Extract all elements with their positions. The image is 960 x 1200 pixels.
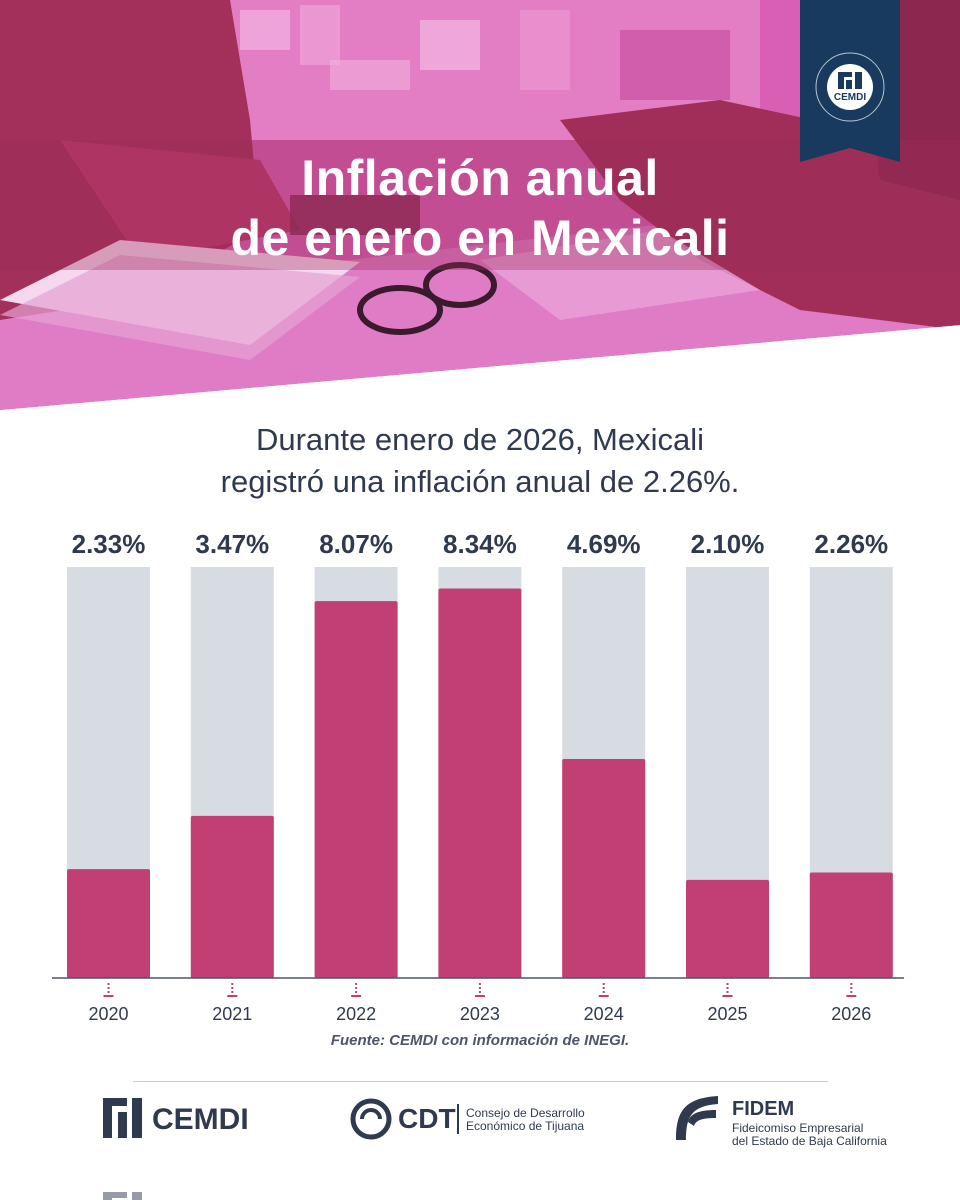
data-label-2023: 8.34%	[443, 529, 517, 559]
x-tick-label-2020: 2020	[88, 1004, 128, 1024]
data-label-2022: 8.07%	[319, 529, 393, 559]
cemdi-logo-icon-repeat	[103, 1192, 142, 1200]
header-title-line1: Inflación anual	[301, 150, 659, 206]
bar-2022	[314, 601, 398, 978]
x-tick-label-2022: 2022	[336, 1004, 376, 1024]
bar-2025	[686, 879, 769, 978]
x-tick-label-2021: 2021	[212, 1004, 252, 1024]
subtitle-line1: Durante enero de 2026, Mexicali	[255, 422, 705, 457]
cemdi-badge	[800, 0, 900, 162]
data-label-2026: 2.26%	[814, 529, 888, 559]
cdt-logo-line2: Económico de Tijuana	[466, 1119, 585, 1133]
footer-repeat-strip	[0, 1186, 960, 1200]
subtitle-line2: registró una inflación anual de 2.26%.	[220, 464, 740, 499]
fidem-logo-icon	[676, 1096, 718, 1140]
bar-2024	[562, 758, 646, 978]
cdt-logo-line1: Consejo de Desarrollo	[466, 1106, 585, 1120]
fidem-logo-line1: Fideicomiso Empresarial	[732, 1121, 864, 1135]
data-label-2024: 4.69%	[567, 529, 641, 559]
x-tick-label-2023: 2023	[460, 1004, 500, 1024]
bar-2021	[190, 815, 274, 978]
cemdi-badge-label: CEMDI	[833, 92, 867, 103]
cdt-logo-text: CDT	[398, 1103, 456, 1134]
fidem-logo-line2: del Estado de Baja California	[732, 1134, 887, 1148]
data-label-2020: 2.33%	[72, 529, 146, 559]
footer-divider	[133, 1081, 828, 1082]
cemdi-logo-text: CEMDI	[152, 1103, 249, 1136]
cdt-logo-icon	[350, 1098, 392, 1140]
x-tick-label-2024: 2024	[584, 1004, 624, 1024]
bar-2020	[67, 869, 150, 978]
bar-2026	[809, 872, 893, 978]
data-label-2021: 3.47%	[195, 529, 269, 559]
cdt-logo-divider	[457, 1104, 459, 1134]
chart-source: Fuente: CEMDI con información de INEGI.	[330, 1032, 630, 1049]
bar-2023	[438, 588, 522, 978]
cemdi-logo-icon	[103, 1098, 142, 1138]
fidem-logo-text: FIDEM	[732, 1098, 795, 1120]
header-title-line2: de enero en Mexicali	[230, 210, 730, 266]
inflation-bar-chart: 2.33% 2020 3.47% 2021 8.07% 2022 8.34% 2023 4.69…	[52, 529, 904, 1024]
x-tick-label-2026: 2026	[831, 1004, 871, 1024]
data-label-2025: 2.10%	[691, 529, 765, 559]
x-tick-label-2025: 2025	[707, 1004, 747, 1024]
